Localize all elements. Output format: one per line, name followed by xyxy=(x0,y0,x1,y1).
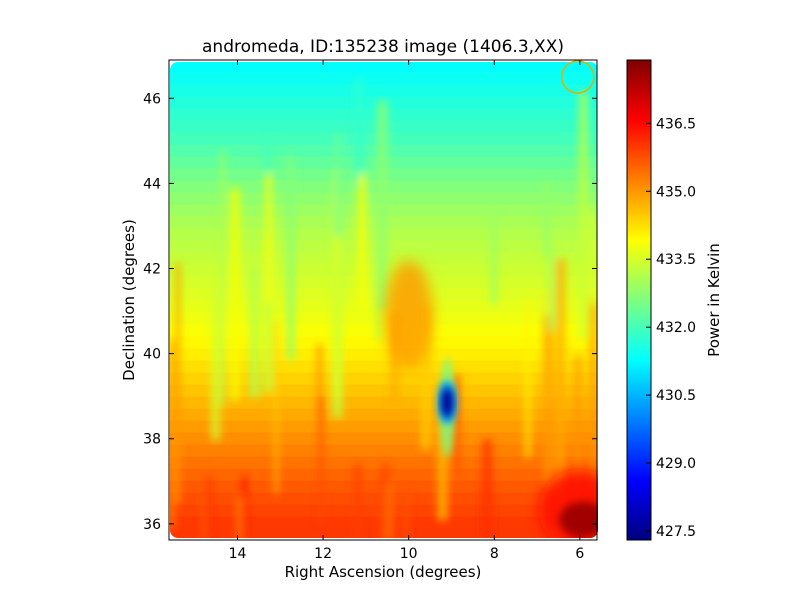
y-tick-label: 44 xyxy=(143,176,161,192)
heatmap-band xyxy=(170,431,597,445)
heatmap-streak xyxy=(357,174,367,310)
colorbar-tick-label: 436.5 xyxy=(656,116,696,132)
colorbar-tick-label: 433.5 xyxy=(656,252,696,268)
heatmap-streak xyxy=(403,486,410,538)
y-tick-label: 36 xyxy=(143,517,161,533)
heatmap-band xyxy=(170,443,597,457)
heatmap-streak xyxy=(170,340,175,529)
heatmap-streak xyxy=(589,297,597,538)
colorbar-tick-label: 429.0 xyxy=(656,456,696,472)
colorbar-ticks: 427.5 429.0 430.5 432.0 433.5 435.0 436.5 xyxy=(646,116,696,540)
heatmap-streak xyxy=(202,467,207,538)
x-tick-label: 6 xyxy=(575,546,584,562)
heatmap-streak xyxy=(263,258,274,393)
heatmap-streak xyxy=(274,321,279,494)
y-axis: 36 38 40 42 44 46 xyxy=(143,91,597,533)
y-tick-label: 46 xyxy=(143,91,161,107)
heatmap-band xyxy=(170,71,597,85)
heatmap-streak xyxy=(490,211,498,305)
heatmap-streak xyxy=(555,259,566,534)
heatmap-band xyxy=(170,407,597,421)
heatmap-streak xyxy=(264,173,273,303)
colorbar-tick-label: 435.0 xyxy=(656,184,696,200)
colorbar-label: Power in Kelvin xyxy=(705,243,723,357)
heatmap-streak xyxy=(453,374,461,475)
heatmap-streak xyxy=(384,482,394,538)
hot-region xyxy=(384,260,433,371)
colorbar-gradient xyxy=(626,59,652,541)
y-axis-label: Declination (degrees) xyxy=(120,219,138,381)
y-tick-label: 38 xyxy=(143,432,161,448)
heatmap-streak xyxy=(547,248,556,331)
heatmap-streak xyxy=(220,150,225,405)
heatmap-band xyxy=(170,419,597,433)
heatmap-streak xyxy=(525,300,531,458)
heatmap-streak xyxy=(318,396,324,524)
heatmap-streak xyxy=(543,181,551,257)
x-tick-label: 10 xyxy=(400,546,418,562)
heatmap-image xyxy=(170,62,598,538)
colorbar-tick-label: 432.0 xyxy=(656,320,696,336)
heatmap-streak xyxy=(203,476,212,538)
heatmap-streak xyxy=(286,155,295,360)
beam-circle xyxy=(560,60,595,94)
x-axis: 14 12 10 8 6 xyxy=(229,60,584,562)
cold-spot xyxy=(441,387,454,418)
x-tick-label: 12 xyxy=(314,546,332,562)
heatmap-streak xyxy=(175,262,181,504)
heatmap-plot-area xyxy=(168,59,598,541)
colorbar: 427.5 429.0 430.5 432.0 433.5 435.0 436.5 Powe… xyxy=(626,59,723,541)
plot-frame xyxy=(168,59,598,541)
heatmap-band xyxy=(170,311,597,325)
heatmap-band xyxy=(170,62,597,73)
heatmap-streak xyxy=(437,380,448,521)
heatmap-streak xyxy=(230,188,241,401)
heatmap-streak xyxy=(355,79,364,184)
heatmap-streak xyxy=(249,266,261,398)
x-tick-label: 8 xyxy=(490,546,499,562)
heatmap-streak xyxy=(590,209,596,306)
heatmap-streak xyxy=(316,344,323,426)
y-tick-label: 42 xyxy=(143,262,161,278)
x-axis-label: Right Ascension (degrees) xyxy=(285,563,482,581)
y-tick-label: 40 xyxy=(143,347,161,363)
hot-spot xyxy=(559,501,598,538)
heatmap-streak xyxy=(236,497,243,538)
heatmap-streak xyxy=(211,288,221,441)
heatmap-streak xyxy=(241,475,247,538)
heatmap-streak xyxy=(543,315,553,486)
heatmap-streak xyxy=(482,439,493,538)
heatmap-streak xyxy=(353,464,362,538)
heatmap-streak xyxy=(334,134,342,237)
heatmap-streak xyxy=(378,474,383,538)
heatmap-streaks xyxy=(170,79,597,538)
heatmap-streak xyxy=(420,305,432,450)
heatmap-streak xyxy=(377,100,388,310)
heatmap-streak xyxy=(332,169,341,400)
colorbar-tick-label: 427.5 xyxy=(656,524,696,540)
heatmap-features xyxy=(384,260,598,538)
colorbar-tick-label: 430.5 xyxy=(656,388,696,404)
heatmap-streak xyxy=(574,355,582,513)
heatmap-streak xyxy=(579,91,588,339)
x-tick-label: 14 xyxy=(229,546,247,562)
beam-circle-layer xyxy=(560,60,595,94)
heatmap-band xyxy=(170,83,597,97)
chart-title: andromeda, ID:135238 image (1406.3,XX) xyxy=(202,37,564,57)
